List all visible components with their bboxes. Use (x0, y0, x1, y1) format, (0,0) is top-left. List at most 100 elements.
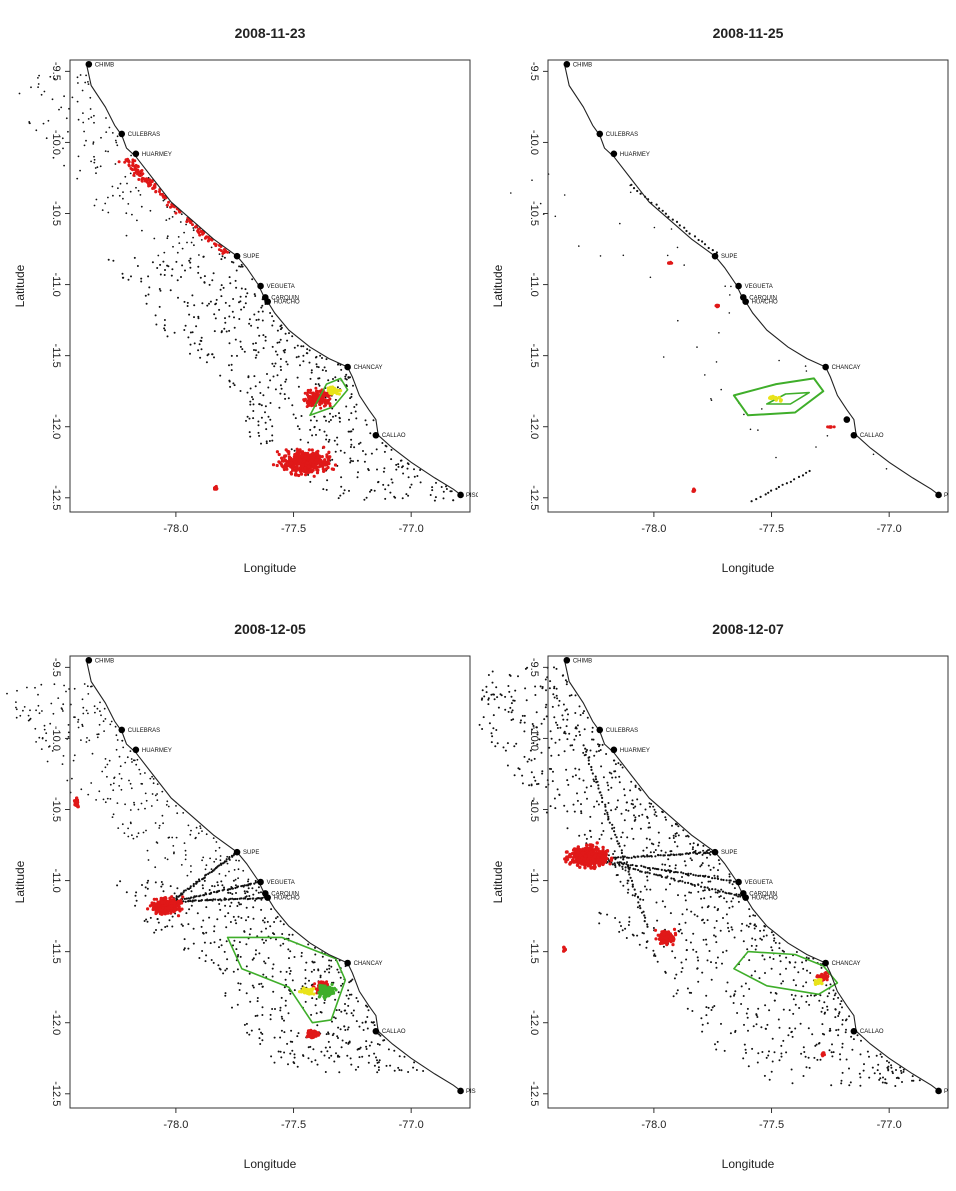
vessel-position (58, 108, 60, 111)
vessel-position (763, 958, 766, 961)
vessel-position (290, 448, 293, 451)
fishing-set (572, 847, 577, 851)
fishing-set (163, 912, 167, 916)
vessel-position (627, 870, 630, 873)
vessel-position (829, 983, 832, 986)
vessel-position (184, 324, 187, 327)
vessel-position (180, 276, 182, 278)
vessel-position (536, 743, 539, 746)
vessel-position (748, 959, 751, 962)
vessel-position (709, 895, 712, 898)
vessel-position (362, 450, 364, 452)
vessel-position (207, 872, 210, 875)
vessel-position (660, 849, 663, 852)
vessel-position (828, 1049, 831, 1052)
vessel-position (271, 315, 274, 318)
port-label: CHIMB (95, 62, 114, 68)
vessel-position (156, 918, 159, 921)
vessel-position (247, 916, 250, 918)
vessel-position (531, 723, 534, 725)
vessel-position (755, 944, 758, 947)
vessel-position (644, 916, 647, 919)
vessel-position (683, 860, 686, 863)
vessel-position (692, 842, 695, 845)
vessel-position (213, 930, 216, 933)
vessel-position (675, 853, 678, 856)
vessel-position (271, 324, 274, 327)
fishing-set (322, 445, 326, 449)
vessel-position (771, 1060, 774, 1063)
vessel-position (728, 312, 731, 314)
vessel-position (656, 919, 659, 922)
vessel-position (768, 1050, 770, 1053)
vessel-position (190, 896, 193, 899)
vessel-position (188, 908, 191, 911)
fishing-set (75, 800, 79, 804)
vessel-position (120, 777, 123, 780)
vessel-position (613, 826, 616, 829)
port-label: CULEBRAS (606, 132, 638, 138)
vessel-position (691, 883, 694, 886)
fishing-set (592, 862, 596, 866)
vessel-position (638, 814, 641, 817)
vessel-position (699, 865, 702, 868)
vessel-position (251, 958, 254, 961)
fishing-set (293, 453, 297, 457)
vessel-position (819, 994, 822, 997)
fishing-set (299, 472, 303, 476)
vessel-position (621, 855, 624, 858)
vessel-position (559, 726, 562, 729)
vessel-position (83, 683, 86, 685)
vessel-position (755, 925, 758, 928)
vessel-position (279, 338, 282, 341)
vessel-position (566, 827, 569, 830)
vessel-position (309, 480, 312, 483)
vessel-position (681, 880, 684, 883)
vessel-position (667, 858, 670, 861)
vessel-position (62, 147, 64, 150)
vessel-position (504, 708, 507, 711)
vessel-position (205, 864, 208, 867)
vessel-position (815, 1043, 818, 1046)
vessel-position (101, 770, 104, 773)
vessel-position (701, 906, 704, 909)
vessel-position (284, 380, 287, 383)
vessel-position (849, 1081, 852, 1084)
vessel-position (640, 870, 643, 873)
fishing-set (152, 897, 156, 901)
vessel-position (168, 919, 171, 922)
vessel-position (190, 241, 193, 244)
vessel-position (338, 420, 341, 423)
vessel-position (297, 385, 300, 388)
vessel-position (773, 999, 776, 1002)
fishing-set (320, 398, 324, 402)
vessel-position (244, 892, 247, 895)
vessel-position (648, 867, 651, 870)
vessel-position (243, 306, 245, 309)
x-tick-label: -78.0 (163, 523, 188, 535)
vessel-position (729, 995, 732, 998)
vessel-position (87, 693, 90, 695)
vessel-position (192, 884, 195, 887)
vessel-position (269, 312, 272, 314)
fishing-set (176, 914, 181, 918)
vessel-position (813, 1056, 816, 1059)
vessel-position (742, 940, 745, 943)
vessel-position (586, 797, 588, 800)
vessel-position (690, 859, 693, 862)
vessel-position (628, 920, 631, 923)
vessel-position (627, 809, 630, 812)
vessel-position (67, 130, 69, 133)
vessel-position (413, 468, 415, 471)
vessel-position (801, 961, 804, 964)
port-marker (563, 60, 571, 68)
vessel-position (649, 888, 652, 891)
vessel-position (634, 784, 637, 787)
vessel-position (243, 1023, 246, 1026)
vessel-position (607, 784, 609, 787)
vessel-position (724, 891, 727, 894)
vessel-position (239, 295, 242, 298)
vessel-position (568, 732, 571, 735)
vessel-position (639, 890, 642, 893)
vessel-position (815, 446, 817, 448)
